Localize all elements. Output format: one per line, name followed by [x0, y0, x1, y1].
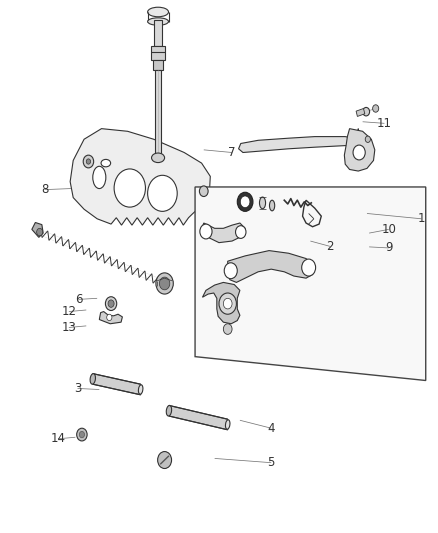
- Ellipse shape: [101, 159, 111, 167]
- Circle shape: [77, 428, 87, 441]
- Circle shape: [237, 192, 253, 212]
- Circle shape: [37, 228, 43, 236]
- Circle shape: [373, 105, 379, 112]
- Text: 11: 11: [377, 117, 392, 130]
- Polygon shape: [201, 223, 245, 243]
- Polygon shape: [93, 374, 141, 395]
- Ellipse shape: [148, 18, 169, 25]
- Circle shape: [107, 314, 112, 320]
- Polygon shape: [239, 128, 358, 152]
- Polygon shape: [228, 251, 315, 282]
- Circle shape: [219, 293, 237, 314]
- Ellipse shape: [226, 420, 230, 429]
- Circle shape: [86, 159, 91, 164]
- Circle shape: [159, 277, 170, 290]
- Text: 6: 6: [75, 293, 83, 306]
- Polygon shape: [153, 60, 163, 70]
- Circle shape: [114, 169, 145, 207]
- Text: 10: 10: [381, 223, 396, 236]
- Text: 7: 7: [228, 146, 236, 159]
- Circle shape: [302, 259, 316, 276]
- Circle shape: [224, 263, 237, 279]
- Polygon shape: [32, 222, 43, 237]
- Polygon shape: [356, 109, 365, 116]
- Text: 1: 1: [417, 212, 425, 225]
- Ellipse shape: [259, 197, 265, 209]
- Circle shape: [106, 297, 117, 311]
- Polygon shape: [344, 128, 375, 171]
- Circle shape: [200, 224, 212, 239]
- Text: 12: 12: [61, 305, 76, 318]
- Polygon shape: [169, 406, 228, 430]
- Polygon shape: [195, 187, 426, 381]
- Ellipse shape: [148, 7, 169, 17]
- Circle shape: [353, 145, 365, 160]
- Polygon shape: [155, 70, 161, 155]
- Polygon shape: [151, 46, 165, 60]
- Text: 14: 14: [50, 432, 65, 446]
- Text: 2: 2: [326, 240, 334, 253]
- Ellipse shape: [93, 166, 106, 189]
- Circle shape: [223, 324, 232, 334]
- Text: 5: 5: [268, 456, 275, 469]
- Text: 9: 9: [385, 241, 392, 254]
- Circle shape: [158, 451, 172, 469]
- Circle shape: [365, 136, 371, 142]
- Text: 13: 13: [61, 321, 76, 334]
- Polygon shape: [202, 282, 240, 324]
- Ellipse shape: [138, 385, 143, 394]
- Polygon shape: [70, 128, 210, 225]
- Ellipse shape: [166, 406, 172, 416]
- Circle shape: [108, 300, 114, 308]
- Ellipse shape: [90, 374, 95, 384]
- Circle shape: [156, 273, 173, 294]
- Circle shape: [199, 186, 208, 197]
- Circle shape: [223, 298, 232, 309]
- Text: 8: 8: [41, 183, 49, 196]
- Polygon shape: [154, 20, 162, 46]
- Ellipse shape: [269, 200, 275, 211]
- Circle shape: [148, 175, 177, 212]
- Circle shape: [83, 155, 94, 168]
- Circle shape: [363, 108, 370, 116]
- Ellipse shape: [152, 153, 165, 163]
- Polygon shape: [99, 312, 122, 324]
- Circle shape: [240, 196, 250, 208]
- Circle shape: [79, 431, 85, 438]
- Text: 3: 3: [74, 382, 81, 395]
- Text: 4: 4: [268, 422, 275, 435]
- Circle shape: [236, 225, 246, 238]
